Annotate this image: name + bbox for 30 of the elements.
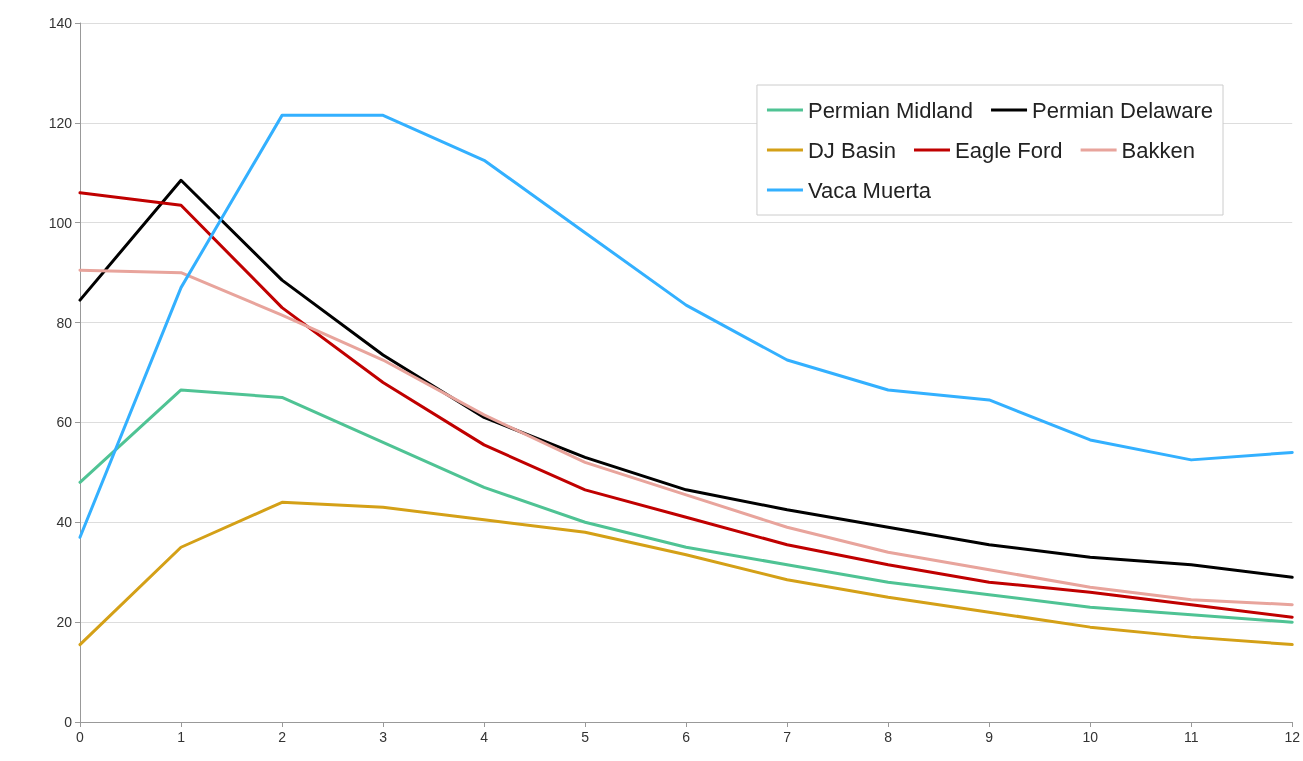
x-tick-label: 0 [76,729,85,745]
legend-label: DJ Basin [807,137,897,163]
y-tick-label: 20 [56,614,73,631]
x-tick-label: 2 [278,729,287,745]
legend-label: Vaca Muerta [807,177,932,203]
x-tick-label: 4 [480,729,489,745]
x-tick-label: 5 [581,729,590,745]
y-tick-label: 0 [64,714,73,730]
y-tick-label: 140 [48,15,73,31]
line-series [78,500,1294,647]
x-tick-label: 11 [1183,729,1199,745]
legend-label: Permian Delaware [1032,97,1214,123]
y-tick-label: 100 [48,214,73,231]
legend-label: Permian Midland [807,97,974,123]
x-tick-label: 3 [379,729,388,745]
x-tick-label: 9 [985,729,994,745]
line-series [78,268,1294,607]
x-tick-label: 12 [1284,729,1301,745]
line-series [78,388,1294,624]
y-tick-label: 40 [56,514,73,531]
y-tick-label: 80 [56,314,73,331]
x-tick-label: 7 [783,729,792,745]
y-tick-label: 120 [48,114,73,131]
x-tick-label: 1 [177,729,186,745]
x-tick-label: 6 [682,729,691,745]
legend-label: Bakken [1121,137,1195,163]
y-tick-label: 60 [56,414,73,431]
x-tick-label: 8 [884,729,893,745]
legend-label: Eagle Ford [954,137,1063,163]
x-tick-label: 10 [1082,729,1099,745]
